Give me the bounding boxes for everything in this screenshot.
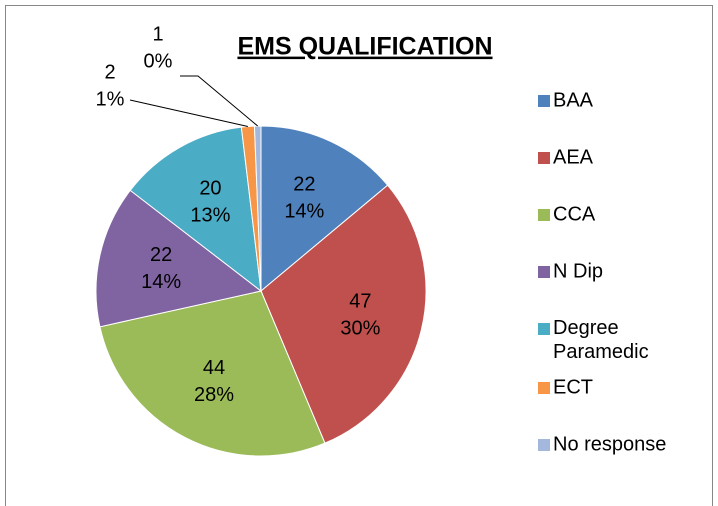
- legend-label: AEA: [553, 146, 594, 168]
- pie-slice: [95, 189, 263, 328]
- data-label-value: 22: [150, 244, 172, 266]
- data-label-percent: 1%: [96, 88, 125, 110]
- leader-line: [180, 75, 259, 127]
- pie-slice: [99, 290, 326, 457]
- legend-swatch: [538, 439, 550, 451]
- legend-label: CCA: [553, 203, 596, 225]
- legend-swatch: [538, 382, 550, 394]
- pie-slice: [129, 126, 262, 293]
- data-label-value: 47: [349, 290, 371, 312]
- legend-swatch: [538, 152, 550, 164]
- leader-line: [129, 99, 249, 128]
- data-label-percent: 13%: [190, 204, 230, 226]
- legend-swatch: [538, 209, 550, 221]
- data-label-value: 2: [104, 61, 115, 83]
- data-label-percent: 0%: [144, 50, 173, 72]
- legend-label: Degree Paramedic: [553, 317, 649, 363]
- data-label-percent: 14%: [284, 201, 324, 223]
- legend-label: ECT: [553, 376, 593, 398]
- legend-swatch: [538, 323, 550, 335]
- legend-swatch: [538, 266, 550, 278]
- data-label-value: 22: [293, 174, 315, 196]
- data-label-percent: 30%: [340, 317, 380, 339]
- legend-label: N Dip: [553, 260, 603, 282]
- data-label-value: 20: [199, 177, 221, 199]
- legend-label: BAA: [553, 89, 594, 111]
- pie-slice: [260, 125, 389, 293]
- legend-swatch: [538, 95, 550, 107]
- data-label-value: 1: [152, 23, 163, 45]
- data-label-value: 44: [203, 357, 225, 379]
- legend-label: No response: [553, 433, 666, 455]
- data-label-percent: 28%: [194, 384, 234, 406]
- chart-title: EMS QUALIFICATION: [237, 33, 492, 61]
- pie-slice: [260, 184, 427, 444]
- data-label-percent: 14%: [141, 271, 181, 293]
